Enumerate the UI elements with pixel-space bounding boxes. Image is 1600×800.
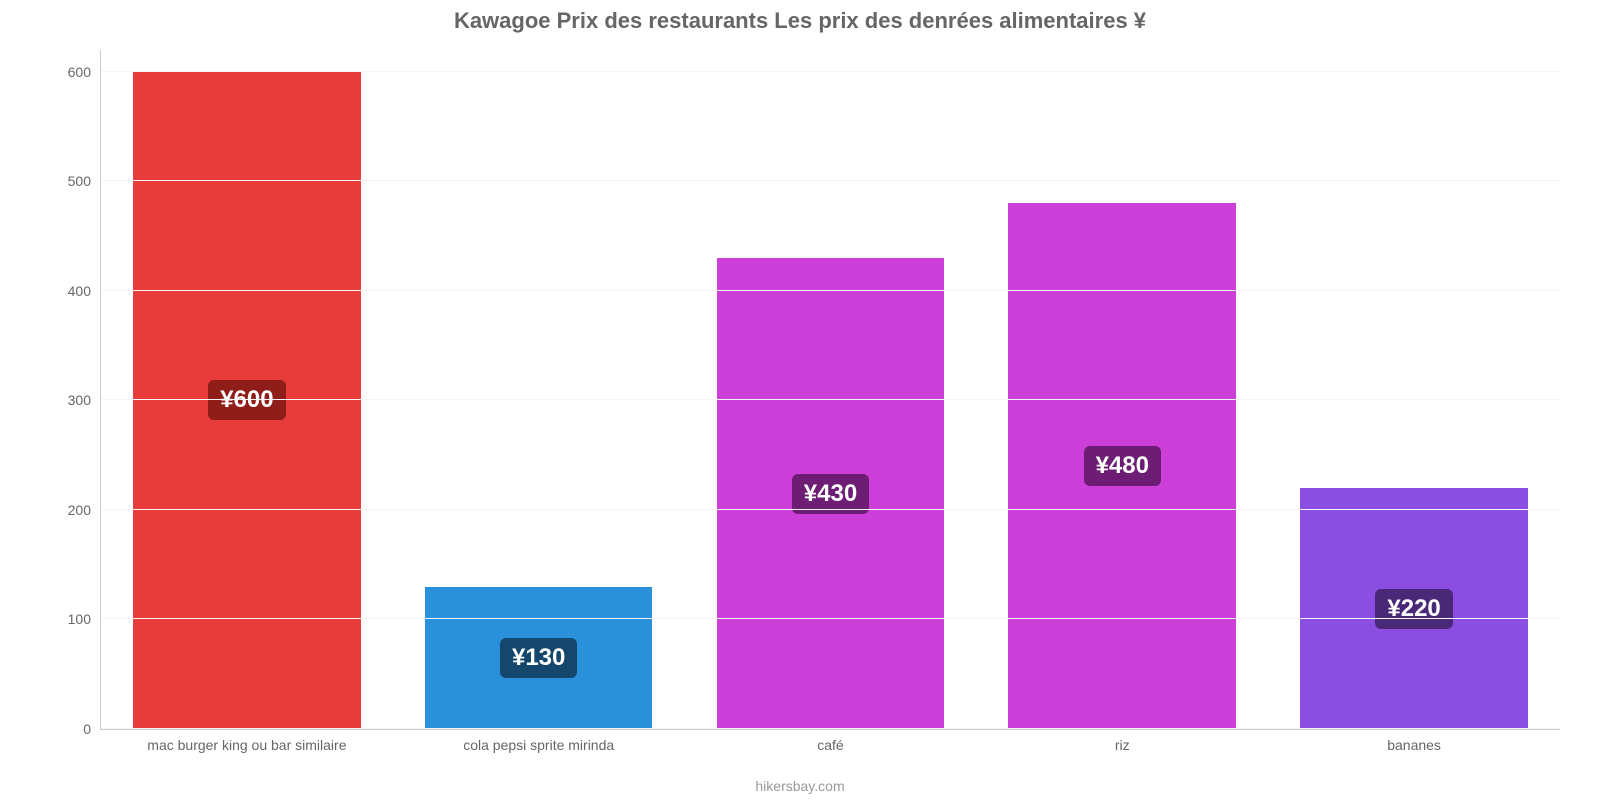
ytick-label: 400	[68, 283, 101, 299]
bar: ¥430	[717, 258, 945, 729]
xtick-label: café	[817, 729, 843, 753]
xtick-label: bananes	[1387, 729, 1441, 753]
bar: ¥130	[425, 587, 653, 729]
ytick-label: 300	[68, 392, 101, 408]
bars-row: ¥600mac burger king ou bar similaire¥130…	[101, 50, 1560, 729]
value-badge: ¥430	[792, 474, 869, 514]
gridline	[101, 728, 1560, 729]
chart-title: Kawagoe Prix des restaurants Les prix de…	[0, 0, 1600, 34]
ytick-label: 100	[68, 611, 101, 627]
value-badge: ¥220	[1375, 589, 1452, 629]
bar: ¥480	[1008, 203, 1236, 729]
bar: ¥600	[133, 72, 361, 729]
ytick-label: 600	[68, 64, 101, 80]
bar-slot: ¥130cola pepsi sprite mirinda	[393, 50, 685, 729]
bar-slot: ¥430café	[685, 50, 977, 729]
gridline	[101, 180, 1560, 181]
gridline	[101, 509, 1560, 510]
price-chart: Kawagoe Prix des restaurants Les prix de…	[0, 0, 1600, 800]
chart-credit: hikersbay.com	[0, 778, 1600, 794]
value-badge: ¥480	[1084, 446, 1161, 486]
plot-area: ¥600mac burger king ou bar similaire¥130…	[100, 50, 1560, 730]
ytick-label: 500	[68, 173, 101, 189]
gridline	[101, 399, 1560, 400]
bar: ¥220	[1300, 488, 1528, 729]
ytick-label: 200	[68, 502, 101, 518]
value-badge: ¥130	[500, 638, 577, 678]
xtick-label: cola pepsi sprite mirinda	[463, 729, 614, 753]
gridline	[101, 71, 1560, 72]
xtick-label: mac burger king ou bar similaire	[147, 729, 346, 753]
bar-slot: ¥600mac burger king ou bar similaire	[101, 50, 393, 729]
xtick-label: riz	[1115, 729, 1130, 753]
gridline	[101, 290, 1560, 291]
bar-slot: ¥220bananes	[1268, 50, 1560, 729]
ytick-label: 0	[83, 721, 101, 737]
gridline	[101, 618, 1560, 619]
value-badge: ¥600	[208, 380, 285, 420]
bar-slot: ¥480riz	[976, 50, 1268, 729]
